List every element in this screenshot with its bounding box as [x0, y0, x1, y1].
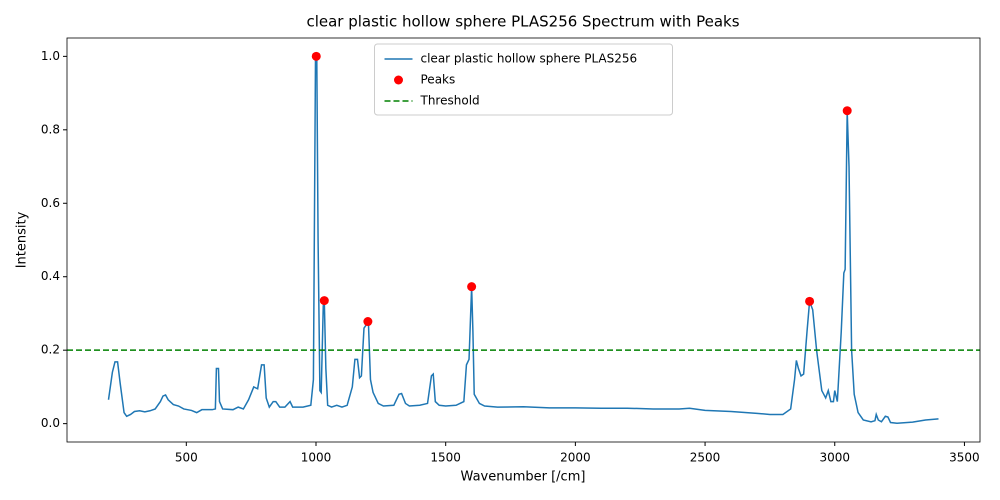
peak-point [311, 51, 321, 61]
x-tick-label: 500 [175, 451, 198, 465]
x-axis-label: Wavenumber [/cm] [461, 470, 586, 485]
y-tick-label: 1.0 [41, 49, 60, 63]
plot-frame [66, 37, 981, 443]
y-tick-label: 0.8 [41, 122, 60, 136]
x-tick-label: 3500 [949, 451, 980, 465]
y-tick-label: 0.6 [41, 196, 60, 210]
y-tick-label: 0.2 [41, 343, 60, 357]
legend-box [374, 43, 673, 116]
peak-point [842, 106, 852, 116]
y-tick-label: 0.4 [41, 269, 60, 283]
spectrum-line [107, 56, 939, 425]
x-tick-label: 3000 [819, 451, 850, 465]
peak-point [363, 317, 373, 327]
legend-label: clear plastic hollow sphere PLAS256 [421, 52, 638, 66]
x-tick-label: 2000 [560, 451, 591, 465]
y-tick-label: 0.0 [41, 416, 60, 430]
peak-point [467, 282, 477, 292]
peak-point [319, 296, 329, 306]
x-tick-label: 2500 [690, 451, 721, 465]
peak-point [805, 296, 815, 306]
legend-label: Threshold [420, 94, 480, 108]
legend-label: Peaks [421, 73, 456, 87]
legend-swatch [394, 75, 403, 85]
y-axis-label: Intensity [15, 211, 30, 268]
x-tick-label: 1000 [301, 451, 332, 465]
x-tick-label: 1500 [430, 451, 461, 465]
chart-title: clear plastic hollow sphere PLAS256 Spec… [306, 13, 739, 31]
